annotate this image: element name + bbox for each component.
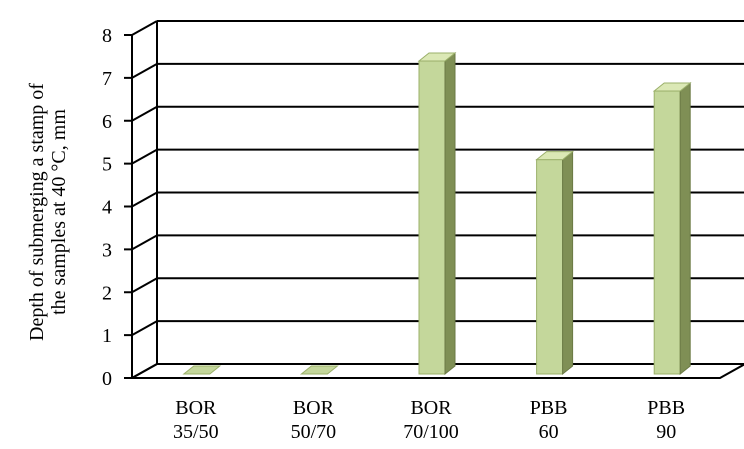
y-tick-label-5: 5 [102, 154, 112, 176]
bar-side-3 [562, 150, 574, 376]
bar-3 [535, 150, 575, 376]
bar-1 [299, 365, 339, 375]
y-axis-label-line-2: the samples at 40 °C, mm [48, 109, 70, 315]
bar-side-4 [679, 81, 691, 376]
y-tick-label-6: 6 [102, 111, 112, 133]
bar-top-3 [535, 151, 575, 161]
bar-0 [182, 365, 222, 375]
x-tick-label-line2-1: 50/70 [291, 421, 337, 443]
y-tick-label-8: 8 [102, 25, 112, 47]
bar-front-4 [653, 90, 681, 375]
x-tick-label-line2-2: 70/100 [403, 421, 459, 443]
x-tick-label-line2-4: 90 [656, 421, 676, 443]
y-tick-label-7: 7 [102, 68, 112, 90]
floor-outline [128, 363, 744, 379]
gridline-floor-3 [131, 234, 158, 251]
label-layer: 012345678BOR35/50BOR50/70BOR70/100PBB60P… [102, 25, 685, 443]
gridline-floor-2 [131, 277, 158, 294]
x-tick-label-line2-0: 35/50 [173, 421, 219, 443]
x-tick-label-line1-0: BOR [175, 397, 217, 419]
y-tick-label-2: 2 [102, 282, 112, 304]
bar-layer [182, 51, 692, 376]
bar-top-0 [182, 365, 222, 375]
gridline-floor-1 [131, 320, 158, 336]
gridline-floor-5 [131, 148, 158, 165]
gridline-floor-4 [131, 191, 158, 208]
bar-top-1 [299, 365, 339, 375]
y-tick-label-4: 4 [102, 197, 112, 219]
y-axis-label-line-1: Depth of submerging a stamp of [26, 83, 48, 341]
gridline-floor-7 [131, 63, 158, 79]
y-tick-label-3: 3 [102, 239, 112, 261]
bar-top-2 [417, 52, 457, 62]
bar-2 [417, 51, 457, 376]
axis-layer [124, 34, 133, 379]
y-tick-label-0: 0 [102, 368, 112, 390]
gridline-floor-8 [131, 20, 158, 36]
bar-top-4 [652, 82, 692, 92]
x-tick-label-line1-4: PBB [647, 397, 685, 419]
x-tick-label-line1-2: BOR [410, 397, 452, 419]
bar-4 [652, 81, 692, 376]
bar-front-2 [418, 60, 446, 375]
x-tick-label-line1-1: BOR [293, 397, 335, 419]
bar-side-2 [444, 51, 456, 376]
x-tick-label-line2-3: 60 [539, 421, 559, 443]
x-tick-label-line1-3: PBB [530, 397, 568, 419]
y-tick-label-1: 1 [102, 325, 112, 347]
bar-front-3 [536, 159, 564, 375]
gridline-floor-6 [131, 105, 158, 122]
